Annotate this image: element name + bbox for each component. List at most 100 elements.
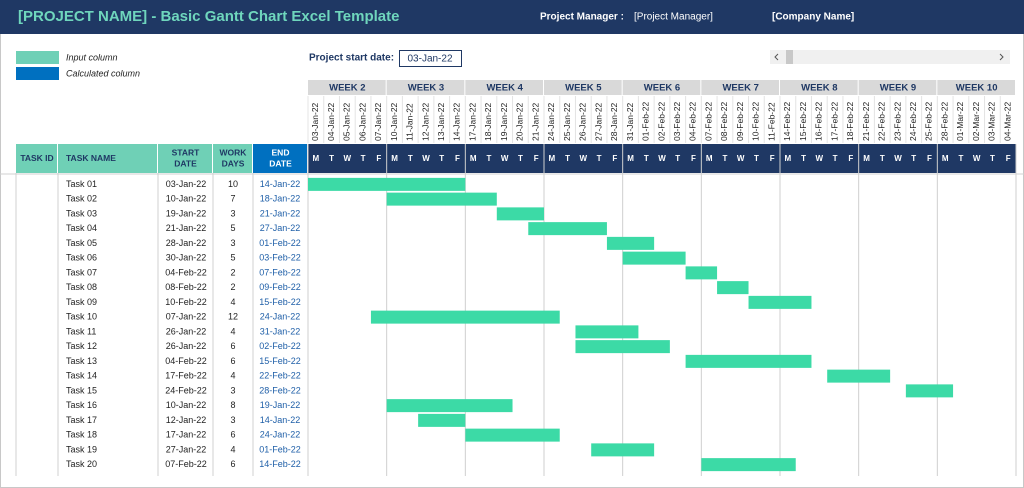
- week-cell: [858, 80, 937, 95]
- task-days: 12: [228, 312, 238, 322]
- date-label: 01-Mar-22: [955, 102, 965, 141]
- week-label: WEEK 4: [486, 83, 523, 94]
- task-start: 28-Jan-22: [166, 238, 207, 248]
- day-letter: T: [754, 154, 759, 163]
- start-date-box[interactable]: [399, 50, 462, 67]
- column-header: [158, 144, 212, 173]
- day-letter: M: [313, 154, 320, 163]
- task-end: 28-Feb-22: [259, 385, 301, 395]
- date-label: 31-Jan-22: [625, 102, 635, 141]
- scrollbar[interactable]: [770, 50, 1010, 64]
- task-bar: [622, 251, 686, 265]
- day-letter: T: [990, 154, 995, 163]
- task-name: Task 20: [66, 459, 97, 469]
- task-days: 3: [230, 385, 235, 395]
- task-days: 6: [230, 341, 235, 351]
- task-name: Task 17: [66, 415, 97, 425]
- date-label: 28-Feb-22: [939, 102, 949, 141]
- day-letter: F: [770, 154, 775, 163]
- task-bar: [701, 458, 796, 472]
- date-label: 09-Feb-22: [735, 102, 745, 141]
- column-header: [213, 144, 252, 173]
- scroll-right[interactable]: [999, 53, 1004, 61]
- date-label: 18-Jan-22: [483, 102, 493, 141]
- task-days: 8: [230, 400, 235, 410]
- start-date-value[interactable]: 03-Jan-22: [407, 54, 452, 65]
- date-label: 27-Jan-22: [593, 102, 603, 141]
- day-letter: F: [455, 154, 460, 163]
- day-letter: F: [848, 154, 853, 163]
- column-header-text: DAYS: [222, 158, 245, 168]
- task-end: 18-Jan-22: [260, 194, 301, 204]
- week-label: WEEK 3: [408, 83, 444, 94]
- day-letter: W: [973, 154, 981, 163]
- scroll-left[interactable]: [774, 53, 779, 61]
- date-label: 02-Mar-22: [971, 102, 981, 141]
- date-label: 08-Feb-22: [719, 102, 729, 141]
- day-letter: M: [470, 154, 477, 163]
- start-date-label: Project start date:: [309, 53, 394, 64]
- column-header-text: DATE: [269, 158, 292, 168]
- task-name: Task 16: [66, 400, 97, 410]
- task-start: 21-Jan-22: [166, 223, 207, 233]
- task-start: 10-Feb-22: [165, 297, 207, 307]
- date-label: 21-Jan-22: [530, 102, 540, 141]
- week-label: WEEK 5: [565, 83, 602, 94]
- date-label: 04-Feb-22: [688, 102, 698, 141]
- task-end: 14-Feb-22: [259, 459, 301, 469]
- day-letter: W: [501, 154, 509, 163]
- task-bar: [606, 236, 655, 250]
- column-header: [253, 144, 307, 173]
- task-name: Task 09: [66, 297, 97, 307]
- day-letter: F: [376, 154, 381, 163]
- task-bar: [308, 177, 466, 191]
- task-start: 08-Feb-22: [165, 282, 207, 292]
- task-end: 02-Feb-22: [259, 341, 301, 351]
- date-label: 17-Feb-22: [829, 102, 839, 141]
- week-label: WEEK 10: [956, 83, 998, 94]
- date-label: 28-Jan-22: [609, 102, 619, 141]
- task-days: 2: [230, 282, 235, 292]
- column-header-text: DATE: [174, 158, 197, 168]
- column-header-text: WORK: [220, 147, 248, 157]
- week-cell: [465, 80, 543, 95]
- date-label: 04-Jan-22: [326, 102, 336, 141]
- date-label: 05-Jan-22: [342, 102, 352, 141]
- task-end: 22-Feb-22: [259, 371, 301, 381]
- date-label: 13-Jan-22: [436, 102, 446, 141]
- date-label: 18-Feb-22: [845, 102, 855, 141]
- date-label: 02-Feb-22: [656, 102, 666, 141]
- task-end: 24-Jan-22: [260, 312, 301, 322]
- week-label: WEEK 7: [722, 83, 758, 94]
- task-bar: [685, 266, 718, 280]
- day-letter: W: [422, 154, 430, 163]
- day-letter: M: [706, 154, 713, 163]
- task-start: 04-Feb-22: [165, 267, 207, 277]
- task-start: 07-Jan-22: [166, 312, 207, 322]
- task-start: 10-Jan-22: [166, 400, 207, 410]
- column-header: [16, 144, 57, 173]
- legend-swatch-input: [16, 51, 59, 64]
- task-start: 30-Jan-22: [166, 253, 207, 263]
- date-label: 23-Feb-22: [892, 102, 902, 141]
- date-label: 03-Jan-22: [310, 102, 320, 141]
- task-start: 19-Jan-22: [166, 208, 207, 218]
- day-letter: T: [329, 154, 334, 163]
- task-name: Task 08: [66, 282, 97, 292]
- task-end: 19-Jan-22: [260, 400, 301, 410]
- task-name: Task 01: [66, 179, 97, 189]
- legend-swatch-calculated: [16, 67, 59, 80]
- scrollbar-thumb[interactable]: [786, 50, 793, 64]
- task-start: 17-Jan-22: [166, 430, 207, 440]
- day-letter: F: [612, 154, 617, 163]
- task-days: 3: [230, 415, 235, 425]
- legend-calculated: Calculated column: [66, 68, 140, 78]
- column-header-text: TASK NAME: [66, 153, 116, 163]
- task-end: 21-Jan-22: [260, 208, 301, 218]
- task-bar: [748, 295, 812, 309]
- task-days: 6: [230, 430, 235, 440]
- task-bar: [717, 281, 749, 295]
- task-name: Task 19: [66, 444, 97, 454]
- date-label: 06-Jan-22: [357, 102, 367, 141]
- manager-label: Project Manager :: [540, 12, 624, 23]
